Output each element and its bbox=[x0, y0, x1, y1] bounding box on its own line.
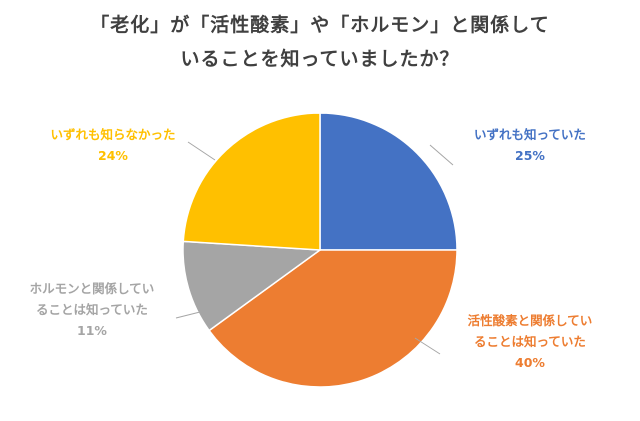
chart-title: 「老化」が「活性酸素」や「ホルモン」と関係して いることを知っていましたか？ bbox=[0, 8, 640, 76]
slice-label-known-neither: いずれも知らなかった 24% bbox=[38, 124, 188, 166]
leader-line-active-oxygen bbox=[414, 337, 441, 355]
slice-value-label: 11% bbox=[77, 323, 107, 338]
pie-slice-known-both bbox=[319, 112, 458, 251]
slice-label-text: 活性酸素と関係してい bbox=[467, 313, 593, 328]
slice-label-text: ホルモンと関係してい bbox=[29, 281, 155, 296]
leader-line-known-both bbox=[429, 144, 454, 166]
slice-label-hormone: ホルモンと関係してい ることは知っていた 11% bbox=[6, 278, 178, 341]
leader-line-hormone bbox=[175, 311, 201, 319]
slice-value-label: 25% bbox=[515, 148, 545, 163]
pie-slice-active-oxygen bbox=[208, 249, 458, 388]
slice-value-label: 40% bbox=[515, 355, 545, 370]
slice-label-text: ることは知っていた bbox=[36, 302, 148, 317]
pie-slice-known-neither bbox=[182, 112, 321, 251]
slice-label-text: ることは知っていた bbox=[474, 334, 586, 349]
slice-label-known-both: いずれも知っていた 25% bbox=[455, 124, 605, 166]
pie-slice-hormone bbox=[182, 240, 323, 332]
chart-title-line-1: 「老化」が「活性酸素」や「ホルモン」と関係して bbox=[90, 14, 550, 36]
slice-value-label: 24% bbox=[98, 148, 128, 163]
leader-line-known-neither bbox=[187, 141, 216, 161]
chart-title-line-2: いることを知っていましたか？ bbox=[180, 48, 460, 70]
slice-label-text: いずれも知っていた bbox=[474, 127, 586, 142]
slice-label-active-oxygen: 活性酸素と関係してい ることは知っていた 40% bbox=[440, 310, 620, 373]
slice-label-text: いずれも知らなかった bbox=[50, 127, 176, 142]
